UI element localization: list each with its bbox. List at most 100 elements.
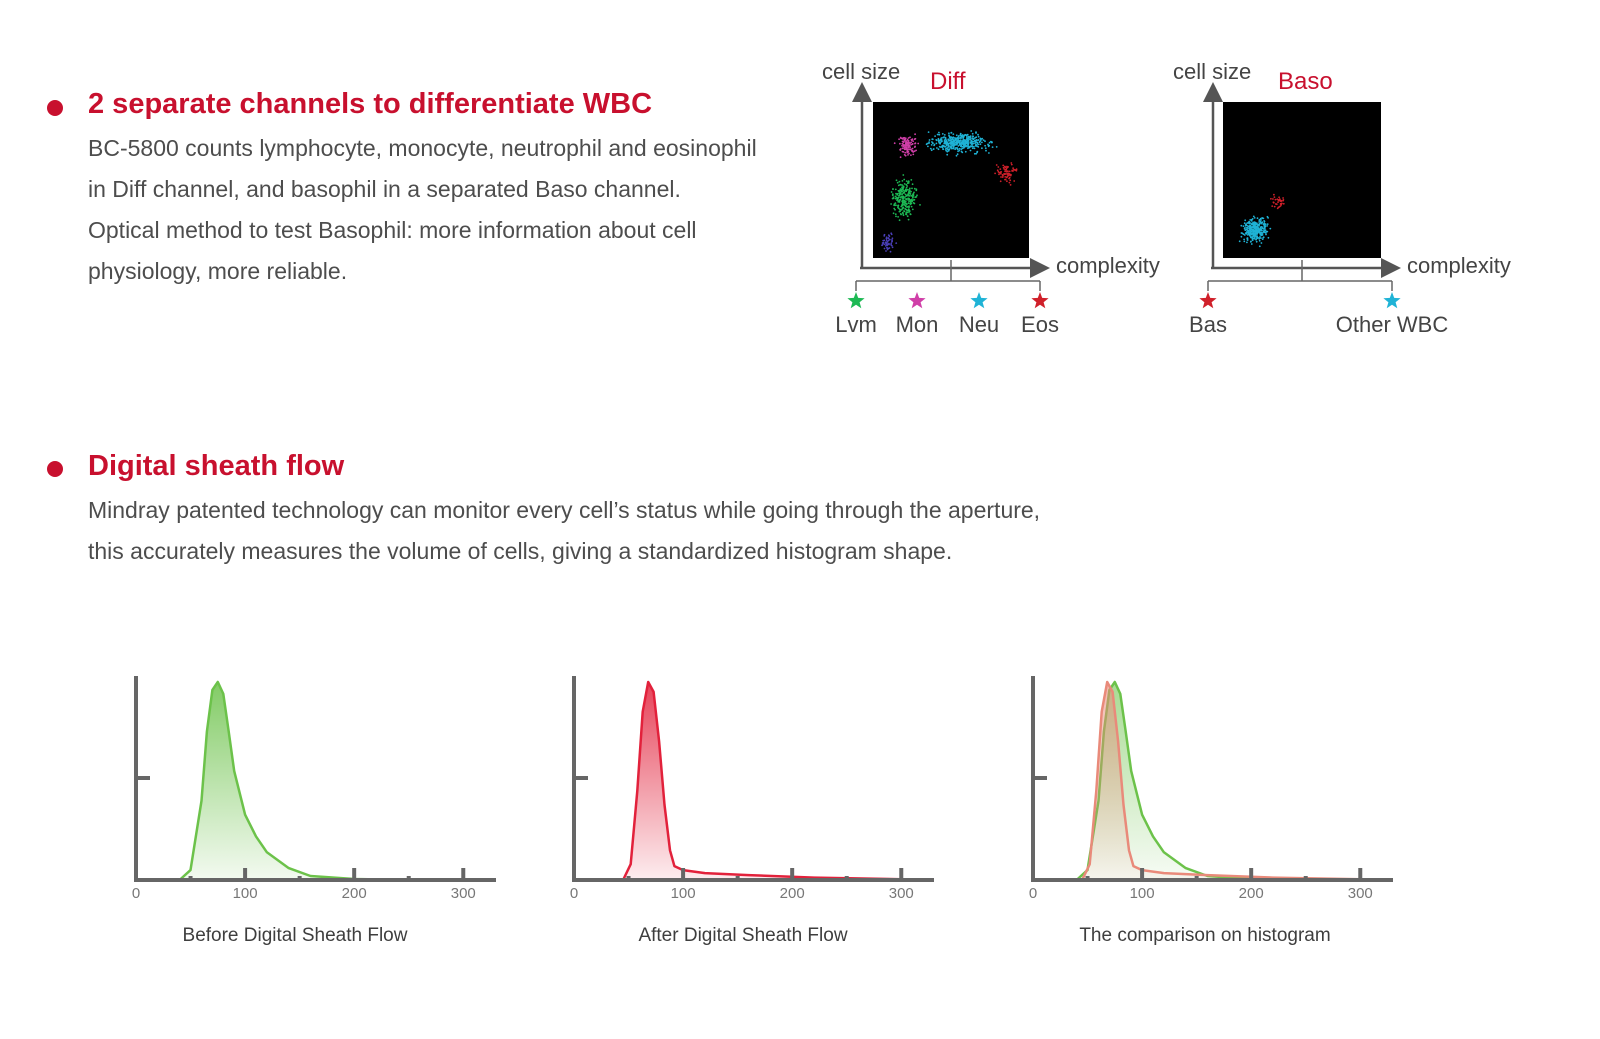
scatter-point (1243, 222, 1246, 225)
baso-scatter-chart: cell size Baso complexity Bas Other WBC (1173, 59, 1511, 337)
scatter-point (901, 204, 904, 207)
scatter-point (1249, 231, 1252, 234)
scatter-point (915, 149, 917, 152)
scatter-point (905, 143, 908, 146)
scatter-point (890, 191, 893, 193)
scatter-point (1259, 217, 1262, 220)
scatter-point (891, 246, 894, 249)
scatter-point (917, 142, 920, 145)
scatter-point (1007, 170, 1009, 173)
scatter-point (1262, 236, 1265, 239)
scatter-point (969, 136, 971, 139)
scatter-point (903, 189, 905, 192)
scatter-point (889, 250, 892, 253)
scatter-point (945, 147, 947, 150)
scatter-point (898, 219, 901, 222)
legend-label: Mon (896, 312, 939, 337)
scatter-point (910, 138, 913, 141)
x-tick-label: 100 (1130, 885, 1155, 902)
scatter-point (949, 142, 951, 145)
scatter-point (1013, 180, 1016, 182)
scatter-point (1274, 198, 1277, 201)
scatter-point (910, 205, 913, 208)
scatter-point (883, 243, 886, 246)
scatter-point (883, 247, 886, 250)
scatter-point (975, 139, 978, 141)
scatter-point (904, 138, 906, 141)
scatter-point (1004, 176, 1007, 178)
scatter-point (972, 145, 975, 148)
x-tick-label: 0 (1029, 885, 1037, 902)
scatter-point (892, 212, 895, 215)
scatter-point (945, 144, 948, 146)
scatter-point (974, 142, 976, 145)
scatter-point (1280, 203, 1283, 206)
scatter-point (1246, 231, 1248, 234)
scatter-point (928, 139, 931, 141)
star-icon (908, 292, 926, 309)
scatter-point (952, 146, 955, 149)
scatter-point (1278, 199, 1280, 201)
scatter-point (1005, 176, 1008, 179)
scatter-point (984, 147, 987, 150)
scatter-point (895, 242, 898, 245)
histogram-after: 0 100 200 300 (570, 676, 935, 902)
scatter-point (949, 136, 951, 138)
scatter-point (940, 140, 943, 143)
scatter-point (1263, 220, 1266, 223)
scatter-point (988, 152, 990, 154)
scatter-point (1252, 235, 1255, 237)
scatter-point (973, 139, 976, 142)
scatter-point (906, 185, 909, 187)
scatter-point (902, 186, 905, 189)
scatter-point (976, 151, 978, 154)
scatter-point (881, 242, 884, 244)
scatter-point (1250, 228, 1253, 231)
scatter-point (971, 140, 974, 143)
scatter-point (911, 208, 914, 211)
scatter-point (940, 146, 942, 148)
scatter-point (908, 189, 910, 191)
scatter-point (934, 135, 936, 137)
scatter-point (999, 168, 1002, 170)
x-tick-label: 300 (1348, 885, 1373, 902)
scatter-point (910, 202, 913, 205)
scatter-point (905, 180, 908, 182)
scatter-point (1010, 163, 1013, 166)
scatter-point (941, 133, 944, 135)
scatter-point (1254, 228, 1257, 230)
scatter-point (984, 140, 986, 143)
scatter-point (908, 200, 910, 203)
scatter-point (1273, 196, 1276, 199)
scatter-point (929, 147, 932, 150)
scatter-point (1243, 234, 1246, 236)
scatter-point (936, 147, 938, 149)
scatter-point (903, 200, 906, 202)
scatter-point (955, 134, 958, 137)
scatter-point (1258, 239, 1261, 242)
scatter-point (1009, 184, 1012, 186)
scatter-point (1245, 223, 1247, 226)
scatter-point (901, 184, 904, 187)
scatter-point (960, 139, 962, 142)
scatter-point (907, 154, 909, 156)
scatter-point (966, 137, 969, 140)
scatter-point (958, 148, 961, 150)
scatter-point (996, 169, 999, 172)
scatter-point (895, 196, 898, 199)
scatter-point (903, 178, 906, 181)
scatter-point (1282, 199, 1285, 201)
scatter-point (901, 190, 903, 193)
x-axis-label: complexity (1407, 253, 1511, 278)
scatter-point (951, 137, 954, 140)
scatter-point (905, 186, 908, 189)
scatter-point (909, 146, 911, 149)
scatter-point (883, 239, 886, 242)
scatter-point (905, 195, 908, 197)
histogram-caption: Before Digital Sheath Flow (182, 925, 408, 946)
scatter-point (908, 195, 910, 197)
scatter-point (948, 134, 950, 137)
scatter-point (1254, 225, 1256, 228)
scatter-point (971, 142, 974, 145)
scatter-point (1250, 220, 1253, 222)
